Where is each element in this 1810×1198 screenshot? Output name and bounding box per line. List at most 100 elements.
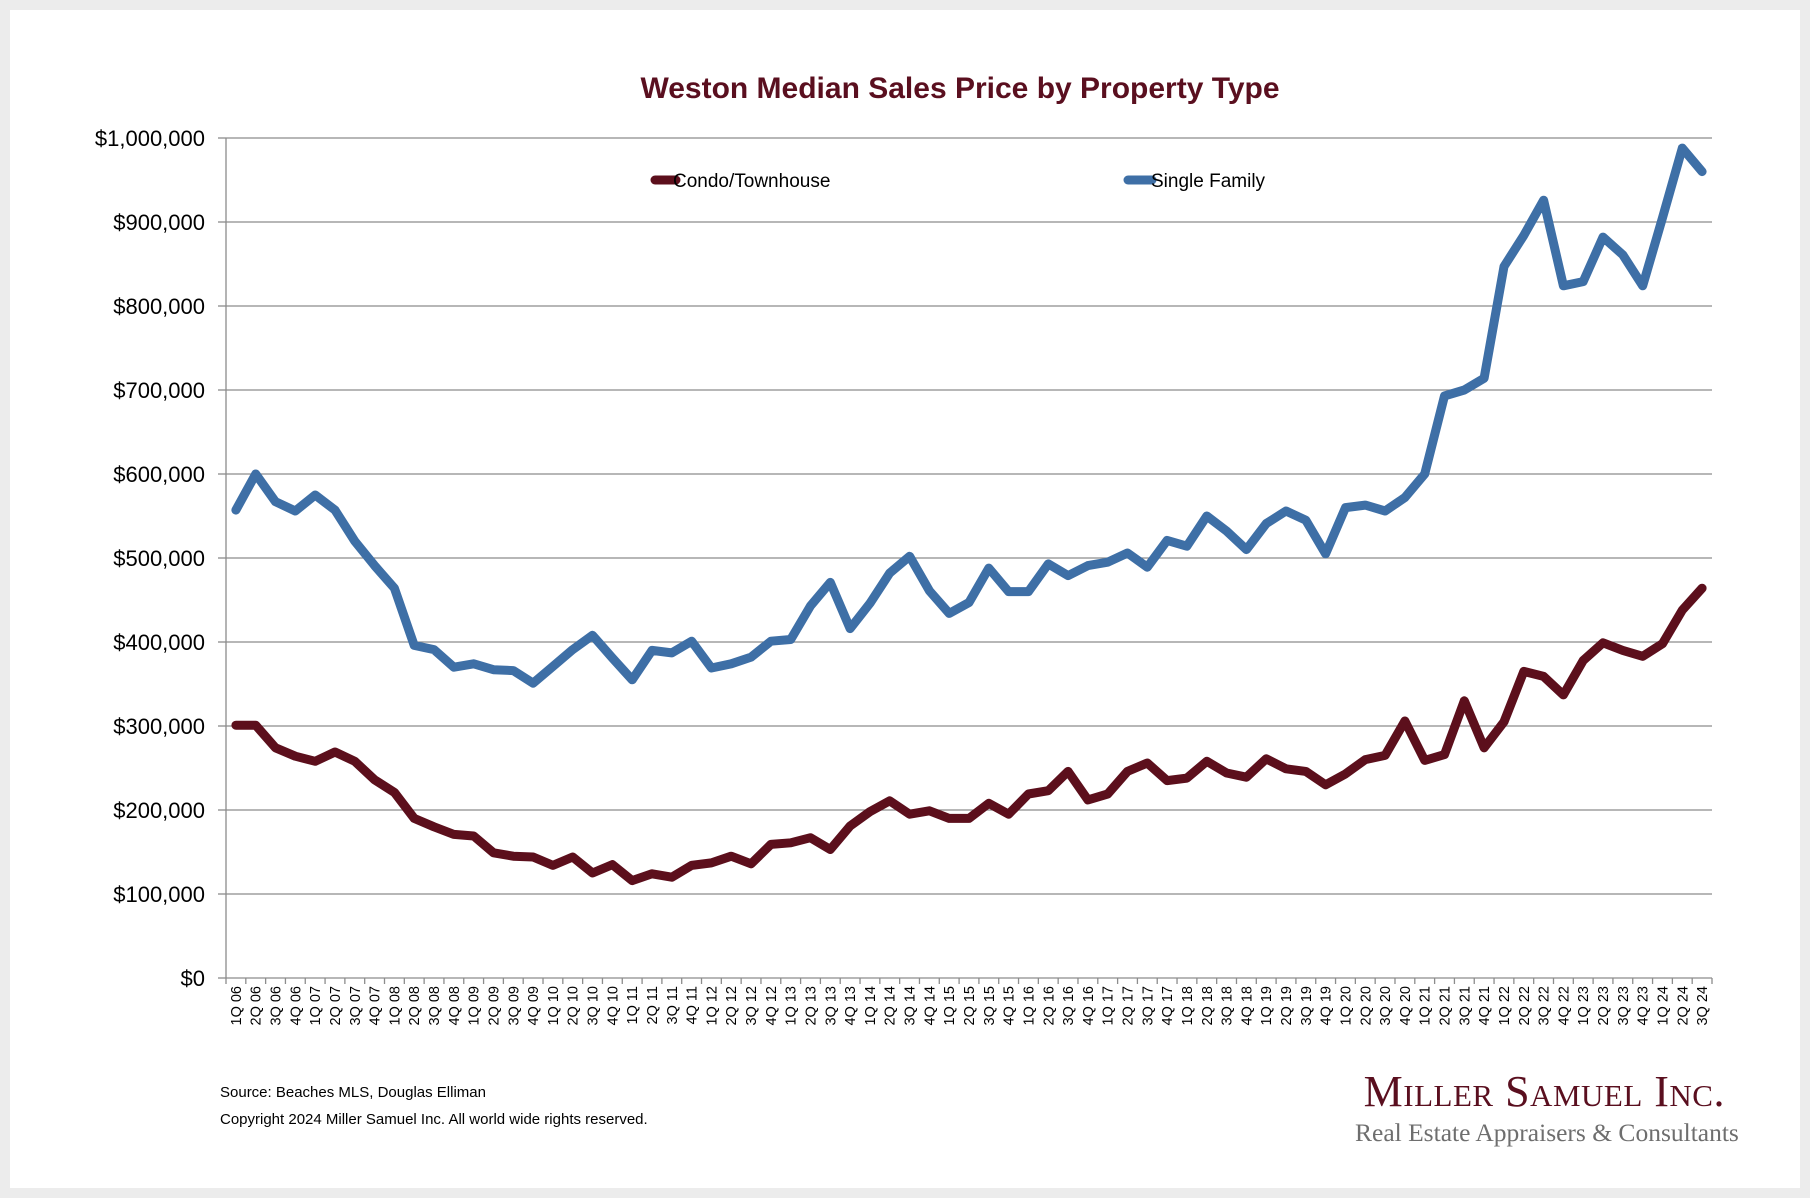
y-tick-label: $600,000 — [113, 462, 205, 487]
x-tick-label: 2Q 08 — [407, 986, 423, 1026]
x-tick-label: 3Q 06 — [269, 986, 285, 1026]
x-tick-label: 4Q 21 — [1477, 986, 1493, 1026]
series-line-condo-townhouse — [231, 583, 1707, 886]
x-tick-label: 3Q 24 — [1695, 986, 1711, 1026]
x-tick-label: 1Q 07 — [308, 986, 324, 1026]
x-axis: 1Q 06 2Q 06 3Q 06 4Q 06 1Q 07 2Q 07 3Q 07 4Q 07… — [225, 977, 1713, 1026]
x-tick-label: 1Q 24 — [1655, 986, 1671, 1026]
y-tick-label: $300,000 — [113, 714, 205, 739]
logo-company-name: Miller Samuel Inc. — [1363, 1067, 1725, 1116]
source-note: Source: Beaches MLS, Douglas Elliman — [220, 1084, 486, 1101]
legend-label-single-family: Single Family — [1151, 171, 1266, 192]
x-tick-label: 1Q 16 — [1021, 986, 1037, 1026]
y-tick-label: $500,000 — [113, 546, 205, 571]
x-tick-label: 3Q 21 — [1457, 986, 1473, 1026]
x-tick-label: 3Q 07 — [348, 986, 364, 1026]
x-tick-label: 4Q 17 — [1160, 986, 1176, 1026]
x-tick-label: 1Q 13 — [784, 986, 800, 1026]
x-tick-label: 4Q 20 — [1398, 986, 1414, 1026]
x-tick-label: 2Q 10 — [566, 986, 582, 1026]
y-tick-label: $400,000 — [113, 630, 205, 655]
x-tick-label: 3Q 13 — [823, 986, 839, 1026]
x-tick-label: 4Q 16 — [1081, 986, 1097, 1026]
x-tick-label: 3Q 18 — [1220, 986, 1236, 1026]
x-tick-label: 1Q 06 — [229, 986, 245, 1026]
x-tick-label: 3Q 16 — [1061, 986, 1077, 1026]
series-lines — [231, 143, 1707, 886]
x-tick-label: 4Q 13 — [843, 986, 859, 1026]
x-tick-label: 1Q 15 — [942, 986, 958, 1026]
x-tick-label: 3Q 15 — [982, 986, 998, 1026]
x-tick-label: 4Q 09 — [526, 986, 542, 1026]
x-tick-label: 3Q 17 — [1140, 986, 1156, 1026]
series-condo-townhouse — [231, 583, 1707, 886]
x-tick-label: 1Q 08 — [387, 986, 403, 1026]
x-tick-label: 4Q 06 — [288, 986, 304, 1026]
x-tick-label: 3Q 09 — [506, 986, 522, 1026]
x-tick-label: 2Q 20 — [1358, 986, 1374, 1026]
x-tick-label: 3Q 10 — [586, 986, 602, 1026]
legend-item-condo[interactable]: Condo/Townhouse — [650, 171, 830, 192]
x-tick-label: 4Q 18 — [1239, 986, 1255, 1026]
company-logo: Miller Samuel Inc. Real Estate Appraiser… — [1355, 1067, 1739, 1150]
x-tick-label: 1Q 21 — [1418, 986, 1434, 1026]
y-tick-label: $800,000 — [113, 294, 205, 319]
series-single-family — [231, 143, 1707, 688]
x-tick-label: 4Q 08 — [447, 986, 463, 1026]
y-tick-label: $1,000,000 — [95, 126, 205, 151]
x-tick-label: 2Q 18 — [1200, 986, 1216, 1026]
x-tick-label: 3Q 14 — [903, 986, 919, 1026]
x-tick-label: 1Q 10 — [546, 986, 562, 1026]
x-tick-label: 2Q 22 — [1517, 986, 1533, 1026]
x-tick-label: 2Q 23 — [1596, 986, 1612, 1026]
x-tick-label: 4Q 15 — [1002, 986, 1018, 1025]
chart-panel — [10, 10, 1800, 1188]
x-tick-label: 4Q 19 — [1319, 986, 1335, 1026]
x-tick-label: 2Q 11 — [645, 986, 661, 1024]
x-tick-label: 1Q 20 — [1338, 986, 1354, 1026]
y-tick-label: $200,000 — [113, 798, 205, 823]
x-tick-label: 2Q 13 — [803, 986, 819, 1026]
x-tick-label: 1Q 23 — [1576, 986, 1592, 1026]
x-tick-label: 2Q 16 — [1041, 986, 1057, 1026]
logo-tagline: Real Estate Appraisers & Consultants — [1355, 1118, 1739, 1147]
y-tick-label: $700,000 — [113, 378, 205, 403]
x-tick-label: 1Q 11 — [625, 986, 641, 1024]
x-tick-label: 2Q 21 — [1438, 986, 1454, 1026]
x-tick-label: 2Q 12 — [724, 986, 740, 1026]
x-tick-label: 3Q 12 — [744, 986, 760, 1026]
y-tick-label: $0 — [181, 966, 205, 991]
x-tick-label: 4Q 23 — [1636, 986, 1652, 1026]
legend: Condo/Townhouse Single Family — [650, 171, 1266, 192]
x-tick-label: 3Q 08 — [427, 986, 443, 1026]
x-tick-label: 3Q 23 — [1616, 986, 1632, 1026]
x-tick-label: 1Q 22 — [1497, 986, 1513, 1026]
y-tick-label: $100,000 — [113, 882, 205, 907]
x-tick-label: 2Q 07 — [328, 986, 344, 1026]
x-tick-label: 1Q 12 — [704, 986, 720, 1026]
x-tick-label: 2Q 19 — [1279, 986, 1295, 1026]
legend-item-single-family[interactable]: Single Family — [1123, 171, 1266, 192]
x-tick-label: 3Q 20 — [1378, 986, 1394, 1026]
x-tick-label: 4Q 10 — [605, 986, 621, 1026]
series-line-single-family — [231, 143, 1707, 688]
copyright-note: Copyright 2024 Miller Samuel Inc. All wo… — [220, 1111, 648, 1128]
x-tick-label: 2Q 17 — [1121, 986, 1137, 1026]
x-tick-label: 1Q 18 — [1180, 986, 1196, 1026]
x-tick-label: 1Q 09 — [467, 986, 483, 1026]
x-tick-label: 3Q 22 — [1537, 986, 1553, 1026]
x-tick-label: 3Q 11 — [665, 986, 681, 1024]
x-tick-label: 2Q 06 — [249, 986, 265, 1026]
x-tick-label: 2Q 15 — [962, 986, 978, 1026]
x-tick-label: 4Q 12 — [764, 986, 780, 1026]
x-tick-label: 3Q 19 — [1299, 986, 1315, 1026]
x-tick-label: 4Q 07 — [368, 986, 384, 1026]
x-tick-label: 1Q 19 — [1259, 986, 1275, 1026]
x-tick-label: 2Q 09 — [486, 986, 502, 1026]
y-axis: $0 $100,000 $200,000 $300,000 $400,000 $500,0… — [95, 126, 227, 991]
x-tick-label: 2Q 14 — [883, 986, 899, 1026]
chart-title: Weston Median Sales Price by Property Ty… — [640, 72, 1279, 105]
legend-label-condo: Condo/Townhouse — [673, 171, 830, 192]
x-tick-label: 4Q 14 — [922, 986, 938, 1026]
